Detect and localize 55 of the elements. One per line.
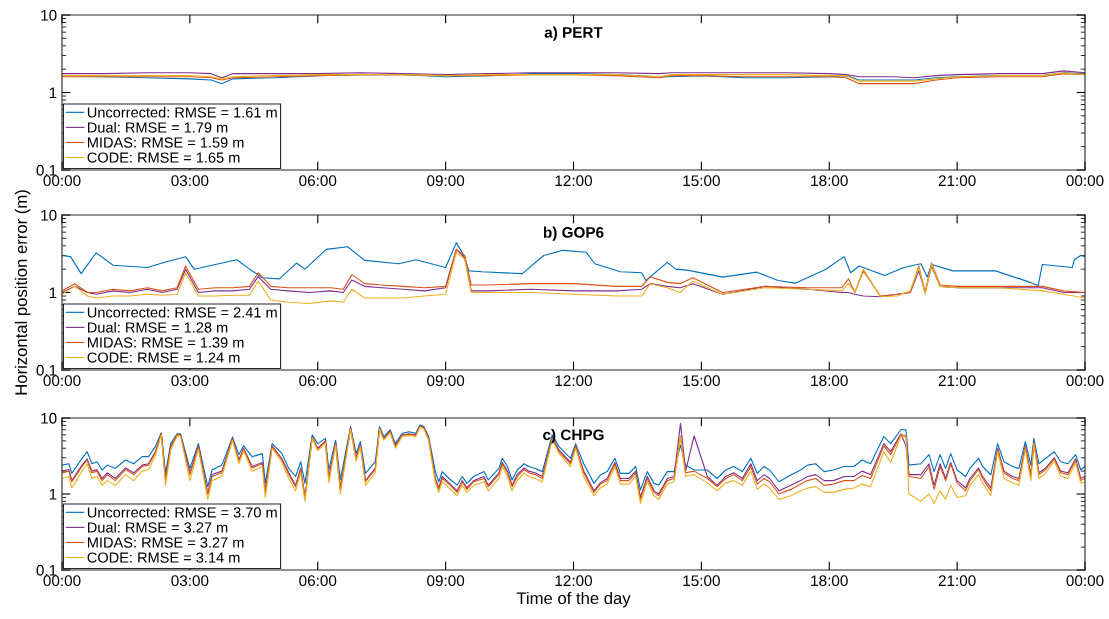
y-tick-label: 1 xyxy=(49,87,57,99)
x-axis-title: Time of the day xyxy=(516,591,631,608)
y-tick-label: 1 xyxy=(49,489,57,500)
x-tick-label: 03:00 xyxy=(171,175,209,187)
x-tick-label: 12:00 xyxy=(555,175,593,187)
x-tick-label: 18:00 xyxy=(811,575,848,587)
x-tick-label: 21:00 xyxy=(938,375,976,387)
x-tick-label: 09:00 xyxy=(427,575,465,587)
legend-label: Dual: RMSE = 3.27 m xyxy=(87,521,228,533)
x-tick-label: 06:00 xyxy=(299,175,337,187)
legend-label: Uncorrected: RMSE = 3.70 m xyxy=(87,506,277,518)
y-tick-label: 10 xyxy=(41,9,57,21)
y-tick-label: 1 xyxy=(49,287,57,299)
x-tick-label: 03:00 xyxy=(171,575,209,587)
line-series xyxy=(62,251,1085,305)
text: c) CHPG xyxy=(543,429,604,444)
x-tick-label: 18:00 xyxy=(811,175,848,187)
y-tick-label: 0.1 xyxy=(36,164,57,176)
x-tick-label: 09:00 xyxy=(427,375,465,387)
x-tick-label: 21:00 xyxy=(938,175,976,187)
x-tick-label: 12:00 xyxy=(555,575,593,587)
x-tick-label: 00:00 xyxy=(1066,575,1104,587)
x-tick-label: 21:00 xyxy=(938,575,976,587)
legend-label: MIDAS: RMSE = 1.39 m xyxy=(87,337,244,348)
legend-label: Uncorrected: RMSE = 2.41 m xyxy=(87,306,277,318)
x-tick-label: 00:00 xyxy=(1066,175,1104,187)
x-tick-label: 00:00 xyxy=(1066,375,1104,387)
legend-label: Dual: RMSE = 1.79 m xyxy=(87,121,228,133)
text: a) PERT xyxy=(544,26,603,41)
y-tick-label: 10 xyxy=(41,412,57,424)
x-tick-label: 06:00 xyxy=(299,375,337,387)
x-tick-label: 00:00 xyxy=(43,175,81,187)
x-tick-label: 06:00 xyxy=(299,575,337,587)
x-tick-label: 03:00 xyxy=(171,375,209,387)
x-tick-label: 15:00 xyxy=(683,375,720,387)
legend-label: Uncorrected: RMSE = 1.61 m xyxy=(87,106,277,118)
x-tick-label: 00:00 xyxy=(43,375,81,387)
y-tick-label: 0.1 xyxy=(36,364,57,376)
x-tick-label: 15:00 xyxy=(683,575,720,587)
x-tick-label: 09:00 xyxy=(427,175,465,187)
y-tick-label: 10 xyxy=(41,209,57,221)
legend-label: MIDAS: RMSE = 3.27 m xyxy=(87,537,244,548)
legend-label: CODE: RMSE = 1.24 m xyxy=(87,352,240,363)
x-tick-label: 18:00 xyxy=(811,375,848,387)
text: b) GOP6 xyxy=(543,226,604,241)
x-tick-label: 12:00 xyxy=(555,375,593,387)
legend-label: Dual: RMSE = 1.28 m xyxy=(87,321,228,333)
legend-label: CODE: RMSE = 1.65 m xyxy=(87,152,240,163)
y-axis-title: Horizontal position error (m) xyxy=(14,190,31,395)
x-tick-label: 00:00 xyxy=(43,575,81,587)
y-tick-label: 0.1 xyxy=(36,564,57,576)
legend-label: MIDAS: RMSE = 1.59 m xyxy=(87,137,244,148)
x-tick-label: 15:00 xyxy=(683,175,720,187)
legend-label: CODE: RMSE = 3.14 m xyxy=(87,552,240,563)
line-series xyxy=(62,242,1085,287)
